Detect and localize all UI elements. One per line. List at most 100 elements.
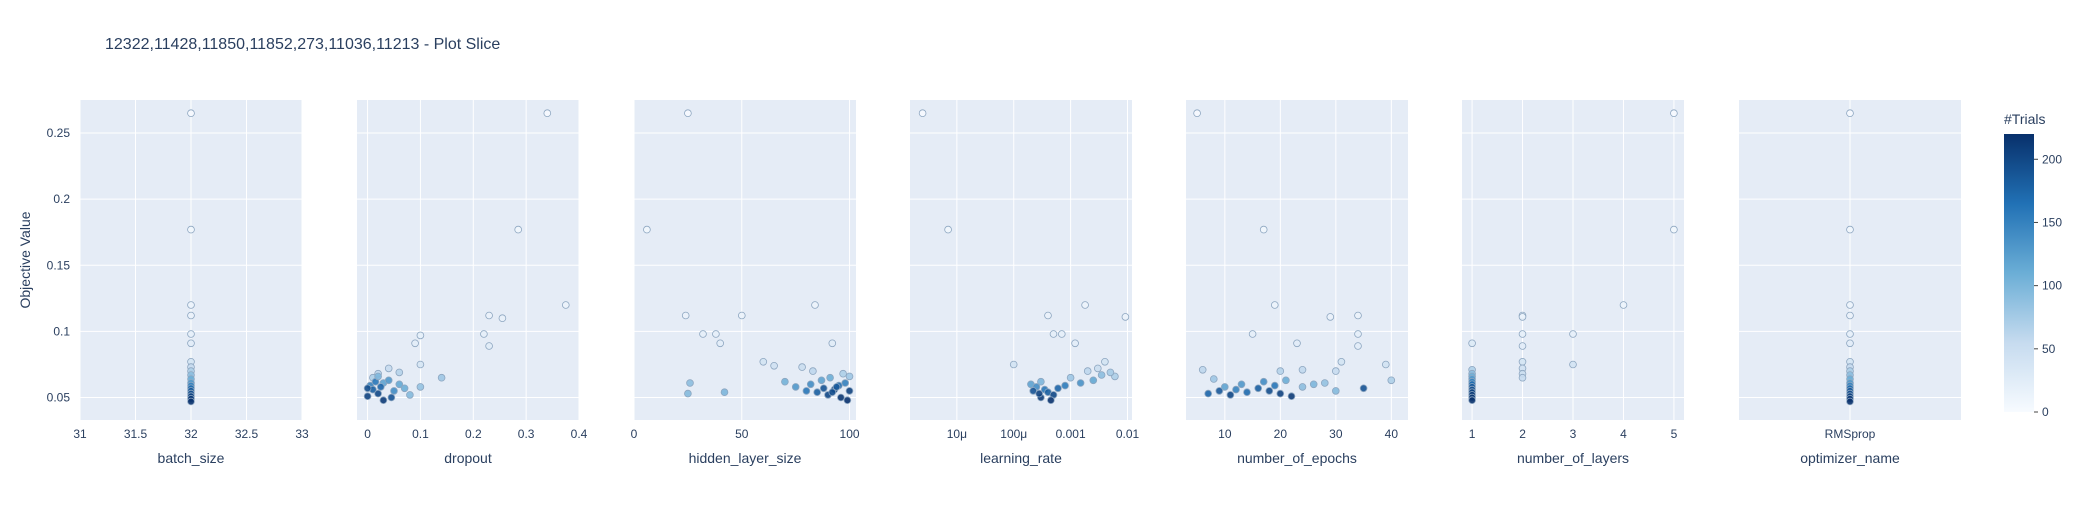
scatter-point <box>1846 225 1854 234</box>
scatter-point <box>1221 383 1229 391</box>
scatter-point <box>1210 375 1218 383</box>
scatter-point <box>1468 339 1476 348</box>
scatter-point <box>737 311 746 320</box>
scatter-point <box>416 331 425 340</box>
panel-learning_rate: 10μ 100μ 0.001 0.01 learning_rate <box>910 100 1139 466</box>
scatter-point <box>514 225 522 234</box>
scatter-point <box>1226 391 1235 399</box>
x-tick-label: 32.5 <box>235 427 259 441</box>
scatter-point <box>770 361 778 370</box>
scatter-point <box>390 387 398 395</box>
scatter-point <box>374 372 382 381</box>
scatter-point <box>1287 392 1296 401</box>
scatter-point <box>187 330 195 338</box>
panel-number_of_layers: 1 2 3 4 5 number_of_layers <box>1462 100 1684 466</box>
scatter-point <box>806 380 815 389</box>
x-tick-label: 20 <box>1274 427 1288 441</box>
scatter-point <box>1254 384 1262 393</box>
scatter-point <box>411 339 419 348</box>
scatter-point <box>1518 313 1527 321</box>
scatter-point <box>1326 313 1335 321</box>
x-tick-label: 0.3 <box>518 427 535 441</box>
scatter-point <box>395 368 404 377</box>
scatter-point <box>379 396 388 405</box>
scatter-point <box>1054 384 1062 393</box>
scatter-point <box>1271 381 1279 390</box>
x-tick-label: 100 <box>840 427 860 441</box>
scatter-point <box>684 389 692 398</box>
scatter-point <box>1670 109 1678 117</box>
scatter-point <box>819 384 828 393</box>
scatter-point <box>1081 301 1089 309</box>
scatter-point <box>187 225 195 234</box>
scatter-point <box>1265 387 1274 395</box>
scatter-point <box>843 396 852 405</box>
scatter-point <box>1337 357 1346 366</box>
scatter-point <box>384 364 393 373</box>
plot-area <box>1186 100 1408 420</box>
scatter-point <box>1089 376 1098 385</box>
panel-batch_size: 0.05 0.1 0.15 0.2 0.25 31 31.5 32 32.5 33 batch_si… <box>47 100 309 466</box>
scatter-point <box>400 384 409 393</box>
scatter-point <box>1066 373 1075 382</box>
scatter-point <box>1518 342 1527 350</box>
scatter-point <box>798 363 806 371</box>
y-tick-label: 0.2 <box>53 192 70 206</box>
scatter-point <box>716 339 724 348</box>
scatter-point <box>1071 339 1079 348</box>
scatter-point <box>1298 383 1307 391</box>
scatter-point <box>791 383 800 391</box>
scatter-point <box>811 301 819 309</box>
scatter-point <box>187 311 195 320</box>
scatter-point <box>1846 311 1854 320</box>
plot-area <box>357 100 579 420</box>
scatter-point <box>437 373 446 382</box>
scatter-point <box>1076 379 1085 387</box>
scatter-point <box>1846 301 1854 309</box>
scatter-point <box>720 388 729 397</box>
scatter-point <box>1121 313 1130 321</box>
scatter-point <box>1282 376 1290 385</box>
scatter-point <box>1259 225 1268 234</box>
scatter-point <box>845 372 854 381</box>
x-axis-label: batch_size <box>158 450 225 466</box>
scatter-point <box>1204 389 1212 398</box>
scatter-point <box>1298 365 1307 374</box>
x-tick-label: 0 <box>631 427 638 441</box>
scatter-point <box>826 373 834 382</box>
scatter-point <box>561 301 570 309</box>
scatter-point <box>1049 330 1058 338</box>
scatter-point <box>485 342 493 350</box>
scatter-point <box>802 387 811 395</box>
colorbar-tick-label: 200 <box>2042 152 2062 166</box>
scatter-point <box>1354 311 1362 320</box>
x-axis-label: number_of_epochs <box>1237 450 1357 466</box>
x-tick-label: 31.5 <box>124 427 148 441</box>
x-tick-label: 4 <box>1620 427 1627 441</box>
scatter-point <box>1293 339 1301 348</box>
x-tick-label: 0.01 <box>1116 427 1140 441</box>
scatter-point <box>1382 360 1390 369</box>
x-tick-label: 33 <box>295 427 309 441</box>
scatter-point <box>1332 367 1340 375</box>
x-tick-label: 0.001 <box>1056 427 1086 441</box>
scatter-point <box>1387 376 1396 385</box>
x-axis-label: dropout <box>444 450 492 466</box>
scatter-point <box>1097 371 1106 379</box>
scatter-point <box>1106 368 1115 377</box>
scatter-point <box>187 339 195 348</box>
scatter-point <box>1309 380 1318 389</box>
scatter-point <box>841 379 849 387</box>
y-tick-label: 0.15 <box>47 258 71 272</box>
panel-number_of_epochs: 10 20 30 40 number_of_epochs <box>1186 100 1408 466</box>
scatter-point <box>406 391 414 399</box>
x-tick-label: 100μ <box>1000 427 1027 441</box>
y-tick-label: 0.05 <box>47 391 71 405</box>
scatter-point <box>1058 330 1066 338</box>
y-axis-label: Objective Value <box>17 211 33 308</box>
scatter-point <box>1094 364 1102 373</box>
scatter-point <box>828 339 837 348</box>
x-tick-label: 10μ <box>947 427 967 441</box>
